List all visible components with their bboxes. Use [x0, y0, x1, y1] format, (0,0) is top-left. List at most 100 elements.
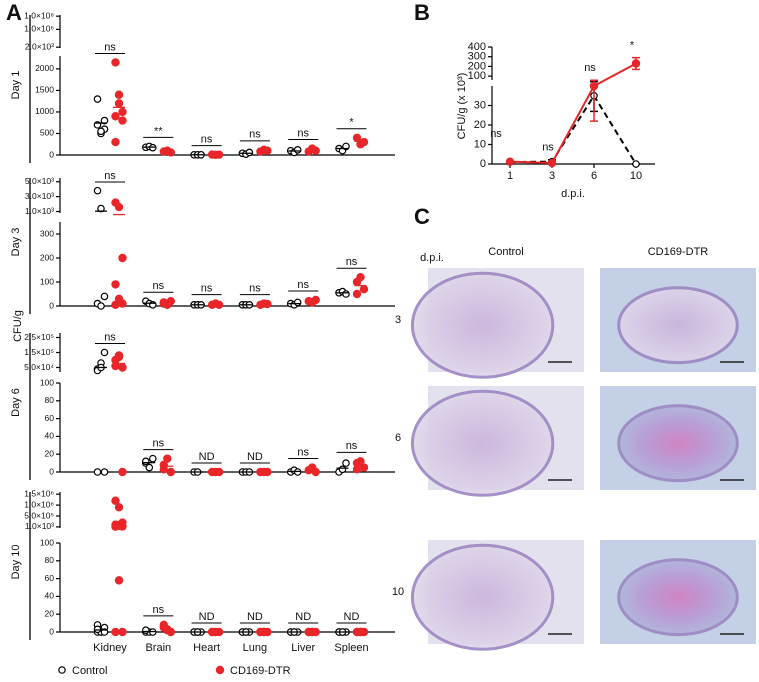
data-point: [145, 463, 154, 472]
data-point: [118, 522, 127, 531]
legend-label: Control: [72, 665, 107, 677]
y-tick-label: 1.0×10⁸: [24, 10, 54, 20]
data-point: [547, 158, 557, 168]
significance-label: ns: [297, 446, 309, 458]
data-point: [632, 160, 640, 168]
tissue: [617, 558, 739, 637]
significance-label: ns: [104, 170, 116, 182]
significance-label: ND: [247, 611, 263, 623]
y-tick-label: 60: [45, 573, 55, 583]
significance-label: ns: [346, 440, 358, 452]
data-point: [111, 58, 120, 67]
data-point: [93, 468, 102, 476]
y-tick-label: 5.0×10⁵: [24, 510, 54, 520]
significance-label: ns: [249, 283, 261, 295]
y-tick-label: 2.5×10⁵: [24, 332, 54, 342]
significance-label: **: [154, 125, 163, 137]
y-tick-label: 20: [45, 448, 55, 458]
y-tick-label: 1000: [35, 106, 54, 116]
x-tick-label: Liver: [291, 642, 315, 654]
y-axis-label: CFU/g (x 10³): [456, 73, 468, 140]
y-tick-label: 5.0×10⁴: [24, 362, 54, 372]
y-axis-label: CFU/g: [12, 310, 24, 342]
data-point: [114, 90, 124, 99]
data-point: [338, 465, 347, 474]
tissue: [410, 543, 555, 651]
significance-label: *: [630, 40, 635, 52]
significance-label: ns: [249, 129, 261, 141]
y-tick-label: 0: [480, 158, 486, 170]
data-point: [631, 59, 641, 68]
data-point: [293, 298, 302, 307]
panel-label: B: [414, 0, 430, 25]
y-tick-label: 300: [468, 51, 486, 63]
y-tick-label: 200: [468, 60, 486, 72]
data-point: [163, 626, 172, 635]
y-tick-label: 1.0×10³: [25, 521, 54, 531]
tissue: [617, 404, 739, 483]
significance-label: ns: [297, 127, 309, 139]
significance-label: ns: [346, 256, 358, 268]
series-line: [509, 62, 637, 165]
x-tick-label: Heart: [193, 642, 220, 654]
x-tick-label: 10: [630, 170, 642, 182]
y-tick-label: 0: [49, 300, 54, 310]
panel-label: C: [414, 204, 430, 229]
significance-label: ns: [584, 62, 596, 74]
significance-label: ns: [104, 41, 116, 53]
y-tick-label: 100: [40, 276, 54, 286]
y-tick-label: 20: [474, 119, 486, 131]
significance-label: ND: [199, 451, 215, 463]
data-point: [293, 146, 302, 154]
y-tick-label: 0: [49, 466, 54, 476]
data-point: [166, 467, 175, 477]
data-point: [166, 297, 175, 306]
y-tick-label: 1500: [35, 85, 54, 95]
column-header: CD169-DTR: [648, 246, 709, 258]
x-tick-label: 1: [507, 170, 513, 182]
y-tick-label: 100: [468, 70, 486, 82]
row-label: Day 10: [10, 545, 22, 580]
data-point: [142, 457, 150, 466]
y-tick-label: 400: [468, 41, 486, 53]
y-tick-label: 3.0×10³: [25, 191, 54, 201]
tissue: [617, 286, 739, 365]
y-tick-label: 1.5×10⁶: [24, 488, 54, 498]
y-tick-label: 5.0×10³: [25, 176, 54, 186]
data-point: [111, 522, 120, 531]
data-point: [118, 253, 127, 263]
y-tick-label: 200: [40, 252, 54, 262]
data-point: [111, 627, 120, 637]
data-point: [359, 137, 369, 147]
data-point: [111, 112, 120, 121]
x-tick-label: Spleen: [334, 642, 368, 654]
data-point: [114, 99, 124, 108]
data-point: [118, 627, 127, 637]
column-header: Control: [488, 246, 523, 258]
row-label: 10: [392, 586, 404, 598]
significance-label: ns: [104, 331, 116, 343]
row-label: Day 6: [10, 388, 22, 417]
x-axis-label: d.p.i.: [561, 188, 585, 200]
legend-marker: [58, 666, 66, 674]
significance-label: ns: [490, 128, 502, 140]
y-tick-label: 2000: [35, 63, 54, 73]
x-tick-label: Kidney: [93, 642, 127, 654]
data-point: [118, 116, 127, 125]
data-point: [342, 290, 350, 298]
data-point: [118, 299, 127, 308]
significance-label: ns: [201, 283, 213, 295]
data-point: [97, 302, 105, 310]
significance-label: ns: [542, 142, 554, 154]
data-point: [111, 137, 120, 147]
data-point: [352, 465, 362, 474]
data-point: [114, 352, 124, 362]
significance-label: ns: [152, 280, 164, 292]
y-tick-label: 1.5×10⁵: [24, 347, 54, 357]
series-line: [509, 93, 637, 165]
y-tick-label: 100: [40, 377, 54, 387]
legend-marker: [215, 665, 225, 675]
data-point: [118, 363, 127, 372]
data-point: [163, 454, 172, 463]
y-tick-label: 100: [40, 537, 54, 547]
